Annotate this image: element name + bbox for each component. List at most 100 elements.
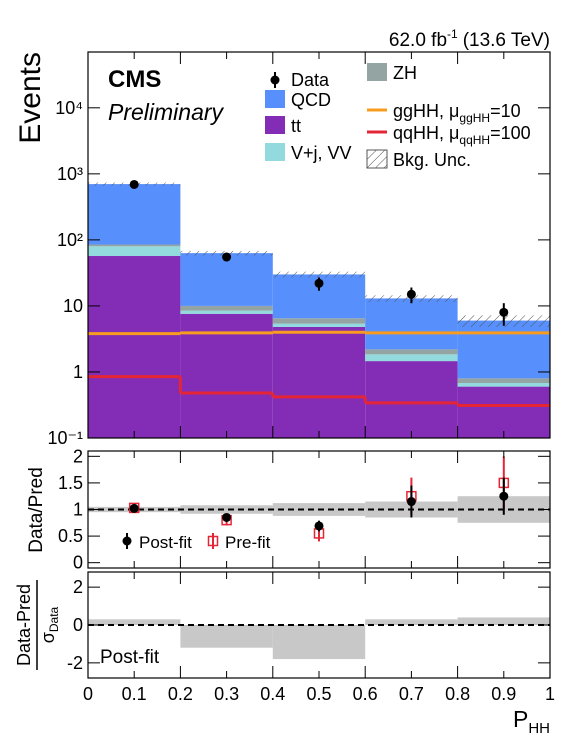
stack-bar <box>180 313 273 438</box>
y-label-den-text: σ <box>38 632 58 643</box>
plot-area <box>88 179 550 438</box>
x-tick-label: 0.2 <box>168 684 193 704</box>
x-axis-label: PHH <box>513 706 550 737</box>
stack-bar <box>180 253 273 306</box>
lumi-suffix: (13.6 TeV) <box>463 30 550 51</box>
plot-area <box>88 456 550 542</box>
y-axis-label: Data/Pred <box>26 467 47 553</box>
x-tick-label: 0.6 <box>353 684 378 704</box>
legend-label-sub: qqHH <box>459 133 490 147</box>
stack-bar <box>272 326 366 438</box>
legend-swatch <box>367 63 387 81</box>
y-tick-label: 2 <box>73 446 83 466</box>
data-point <box>406 289 416 299</box>
bar <box>272 625 366 660</box>
y-tick-label: 0 <box>73 553 83 573</box>
subtitle: Preliminary <box>108 99 225 125</box>
legend-label: Bkg. Unc. <box>393 150 471 170</box>
stack-bar <box>88 256 181 438</box>
data-point <box>222 512 232 522</box>
y-tick-label: 10⁻¹ <box>47 428 83 448</box>
legend-label-suffix: =100 <box>490 123 531 143</box>
stack-bar <box>457 386 550 438</box>
legend-label: V+j, VV <box>291 143 352 163</box>
data-point <box>406 497 416 507</box>
panel-frame <box>87 51 551 439</box>
stack-bar <box>88 244 181 247</box>
lumi-label: 62.0 fb-1 (13.6 TeV) <box>389 27 550 51</box>
y-tick-label: 0.5 <box>58 526 83 546</box>
data-point <box>314 521 324 531</box>
stack-bar <box>180 305 273 311</box>
legend-label: Pre-fit <box>225 533 271 552</box>
stack-bar <box>88 184 181 245</box>
y-tick-label: 2 <box>73 577 83 597</box>
y-tick-label: 10⁴ <box>55 98 83 118</box>
data-point <box>499 307 509 317</box>
data-point <box>129 179 139 189</box>
data-point <box>129 503 139 513</box>
lumi-text: 62.0 fb <box>389 30 447 51</box>
legend-label: Post-fit <box>139 533 192 552</box>
stack-bar <box>365 361 458 438</box>
plot-area <box>88 617 550 660</box>
y-label-den: σData <box>38 606 61 643</box>
legend-label: QCD <box>291 90 331 110</box>
legend-label: ZH <box>393 63 417 83</box>
bar <box>457 617 550 625</box>
x-tick-label: 1 <box>545 684 555 704</box>
legend-swatch <box>366 149 388 169</box>
y-tick-label: 0 <box>73 615 83 635</box>
legend-label-text: ggHH, μ <box>393 101 459 121</box>
x-tick-label: 0.4 <box>260 684 285 704</box>
y-tick-label: 10² <box>57 230 83 250</box>
y-label-den-sub: Data <box>47 606 61 632</box>
y-tick-label: -2 <box>67 653 83 673</box>
stack-bar <box>180 310 273 314</box>
x-tick-label: 0.9 <box>491 684 516 704</box>
stack-bar <box>457 320 550 379</box>
stack-bar <box>88 246 181 257</box>
legend-label-sub: ggHH <box>459 111 490 125</box>
legend-swatch <box>265 90 285 108</box>
panel-frame <box>87 450 551 569</box>
y-tick-label: 10³ <box>57 164 83 184</box>
title: CMS <box>108 66 161 93</box>
stack-bar <box>365 354 458 362</box>
y-tick-label: 1.5 <box>58 473 83 493</box>
stack-bar <box>457 383 550 387</box>
x-tick-label: 0.7 <box>399 684 424 704</box>
x-tick-label: 0.5 <box>306 684 331 704</box>
legend-label: ggHH, μggHH=10 <box>393 101 521 125</box>
data-point <box>314 278 324 288</box>
uncertainty-band <box>180 505 273 514</box>
data-point <box>499 491 509 501</box>
y-tick-label: 10 <box>63 296 83 316</box>
x-tick-label: 0.8 <box>445 684 470 704</box>
y-tick-label: 1 <box>73 500 83 520</box>
legend-label: qqHH, μqqHH=100 <box>393 123 531 147</box>
stack-bar <box>365 298 458 350</box>
stack-bar <box>272 323 366 327</box>
x-tick-label: 0.1 <box>122 684 147 704</box>
uncertainty-band <box>272 271 366 278</box>
bar <box>180 625 273 648</box>
lumi-sup: -1 <box>447 27 458 41</box>
x-tick-label: 0.3 <box>214 684 239 704</box>
legend-swatch <box>265 116 285 134</box>
legend-swatch <box>265 143 285 161</box>
legend-label-suffix: =10 <box>490 101 521 121</box>
stack-bar <box>457 378 550 384</box>
data-point <box>222 252 232 262</box>
y-tick-label: 1 <box>73 362 83 382</box>
x-tick-label: 0 <box>83 684 93 704</box>
panel-frame <box>87 571 551 679</box>
x-label-text: P <box>513 706 528 732</box>
y-axis-label: Events <box>14 52 47 144</box>
x-label-sub: HH <box>528 720 550 737</box>
stack-bar <box>272 318 366 324</box>
legend-label: Data <box>291 70 330 90</box>
annotation: Post-fit <box>100 647 160 668</box>
bar <box>88 619 181 625</box>
